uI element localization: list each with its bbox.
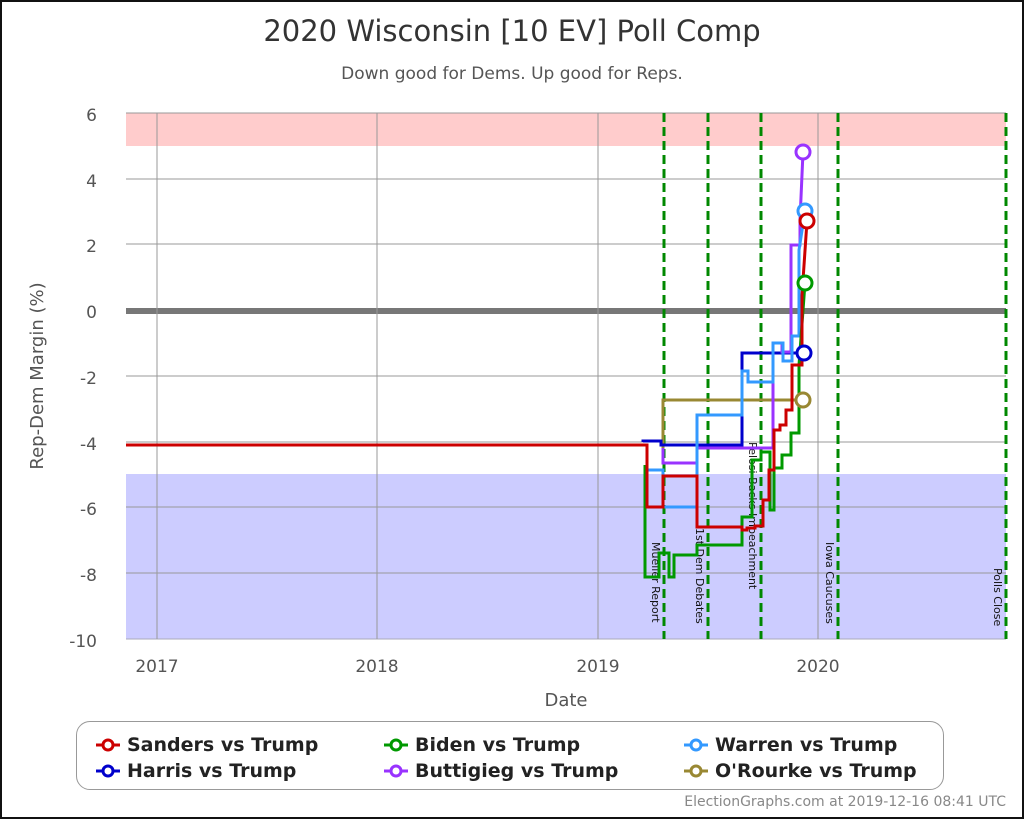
event-label-polls-close: Polls Close — [991, 568, 1004, 627]
chart-title: 2020 Wisconsin [10 EV] Poll Comp — [263, 14, 761, 48]
x-tick-labels: 2017 2018 2019 2020 — [135, 657, 839, 677]
line-circle-icon — [684, 738, 708, 752]
biden-end-marker — [796, 274, 814, 292]
svg-text:2: 2 — [86, 237, 97, 257]
svg-text:-2: -2 — [80, 369, 97, 389]
rep-band — [126, 113, 1006, 146]
legend-label: Biden vs Trump — [415, 734, 581, 756]
line-circle-icon — [96, 764, 120, 778]
legend: Sanders vs Trump Biden vs Trump Warren v… — [76, 721, 944, 790]
legend-item-orourke[interactable]: O'Rourke vs Trump — [683, 760, 917, 782]
legend-item-buttigieg[interactable]: Buttigieg vs Trump — [383, 760, 618, 782]
svg-text:-6: -6 — [80, 500, 97, 520]
footer-credit: ElectionGraphs.com at 2019-12-16 08:41 U… — [684, 794, 1006, 810]
line-circle-icon — [384, 738, 408, 752]
line-circle-icon — [684, 764, 708, 778]
x-axis-label: Date — [544, 690, 587, 711]
legend-label: Harris vs Trump — [127, 760, 297, 782]
series-warren — [645, 210, 807, 509]
chart-subtitle: Down good for Dems. Up good for Reps. — [341, 64, 683, 84]
legend-item-warren[interactable]: Warren vs Trump — [683, 734, 897, 756]
svg-text:2020: 2020 — [796, 657, 839, 677]
buttigieg-end-marker — [794, 143, 812, 161]
legend-label: O'Rourke vs Trump — [715, 760, 917, 782]
svg-text:2019: 2019 — [576, 657, 619, 677]
series-orourke — [661, 398, 802, 452]
legend-label: Buttigieg vs Trump — [415, 760, 619, 782]
line-circle-icon — [96, 738, 120, 752]
y-tick-labels: 6 4 2 0 -2 -4 -6 -8 -10 — [69, 106, 97, 652]
svg-text:-10: -10 — [69, 632, 97, 652]
svg-text:-4: -4 — [80, 435, 97, 455]
svg-text:2017: 2017 — [135, 657, 178, 677]
svg-text:0: 0 — [86, 303, 97, 323]
svg-text:4: 4 — [86, 172, 97, 192]
line-circle-icon — [384, 764, 408, 778]
svg-text:2018: 2018 — [355, 657, 398, 677]
legend-item-biden[interactable]: Biden vs Trump — [383, 734, 580, 756]
legend-item-harris[interactable]: Harris vs Trump — [95, 760, 296, 782]
legend-label: Sanders vs Trump — [127, 734, 319, 756]
dem-band — [126, 474, 1006, 639]
series-biden — [643, 282, 807, 579]
event-label-debates: 1st Dem Debates — [693, 528, 706, 624]
event-label-iowa: Iowa Caucuses — [823, 542, 836, 624]
x-gridlines — [156, 113, 819, 639]
sanders-end-marker — [798, 212, 816, 230]
legend-item-sanders[interactable]: Sanders vs Trump — [95, 734, 318, 756]
series-harris — [641, 351, 802, 447]
svg-text:-8: -8 — [80, 566, 97, 586]
harris-end-marker — [795, 344, 813, 362]
orourke-end-marker — [794, 391, 812, 409]
y-gridlines — [126, 112, 1006, 640]
svg-text:6: 6 — [86, 106, 97, 126]
series-sanders — [126, 220, 809, 532]
event-lines — [662, 113, 1008, 639]
legend-label: Warren vs Trump — [715, 734, 898, 756]
y-axis-label: Rep-Dem Margin (%) — [27, 282, 48, 469]
